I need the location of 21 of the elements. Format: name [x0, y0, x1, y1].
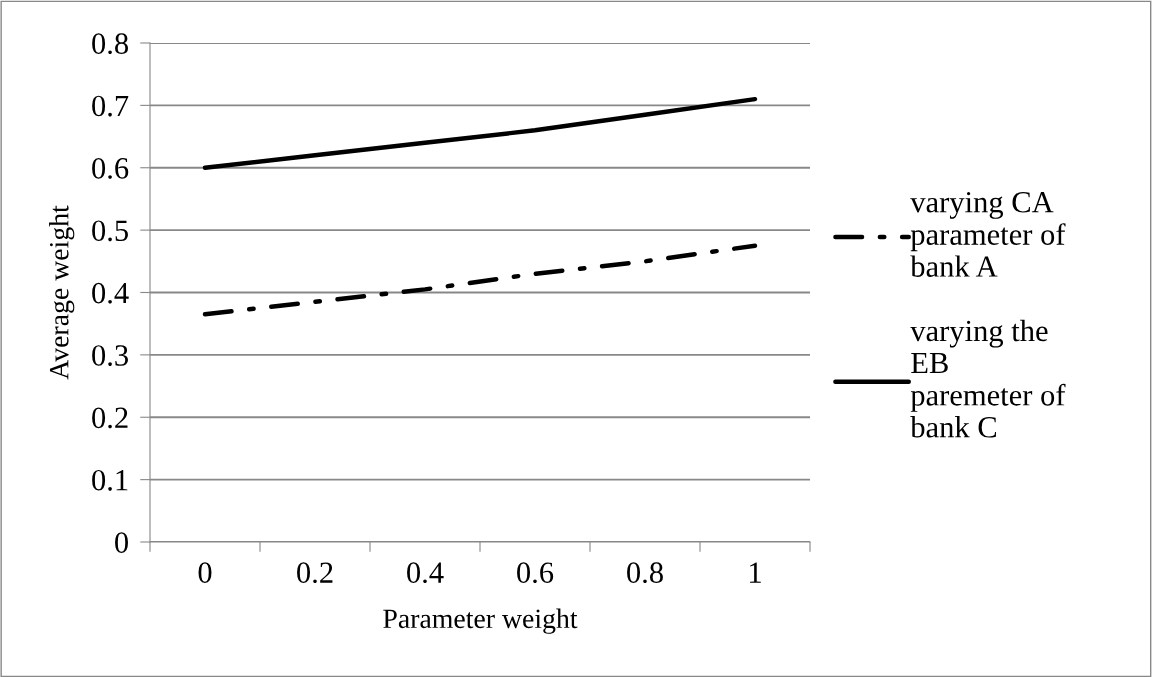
- y-tick-label: 0.3: [92, 345, 128, 366]
- x-tick-label: 1: [750, 562, 761, 583]
- y-tick-label: 0.7: [92, 95, 129, 117]
- y-tick-label: 0.5: [92, 220, 128, 242]
- legend-label: varying the EB paremeter of bank C: [910, 319, 1066, 438]
- legend-label: varying CA parameter of bank A: [910, 192, 1066, 277]
- x-tick-label: 0.8: [627, 562, 663, 584]
- y-tick-label: 0.6: [92, 158, 129, 179]
- x-tick-label: 0.4: [407, 562, 444, 584]
- y-tick-label: 0.2: [92, 407, 128, 429]
- x-axis-title: Parameter weight: [383, 608, 578, 634]
- x-tick-label: 0.6: [517, 562, 554, 584]
- line-series: [202, 96, 758, 170]
- y-tick-label: 0.4: [92, 282, 129, 304]
- x-tick-label: 0.2: [297, 562, 333, 584]
- y-tick-label: 0.1: [92, 469, 128, 491]
- y-tick-label: 0.8: [92, 33, 128, 55]
- y-tick-label: 0: [115, 532, 128, 553]
- y-axis-title: Average weight: [49, 205, 75, 380]
- x-tick-label: 0: [198, 562, 212, 583]
- line-series: [202, 243, 758, 317]
